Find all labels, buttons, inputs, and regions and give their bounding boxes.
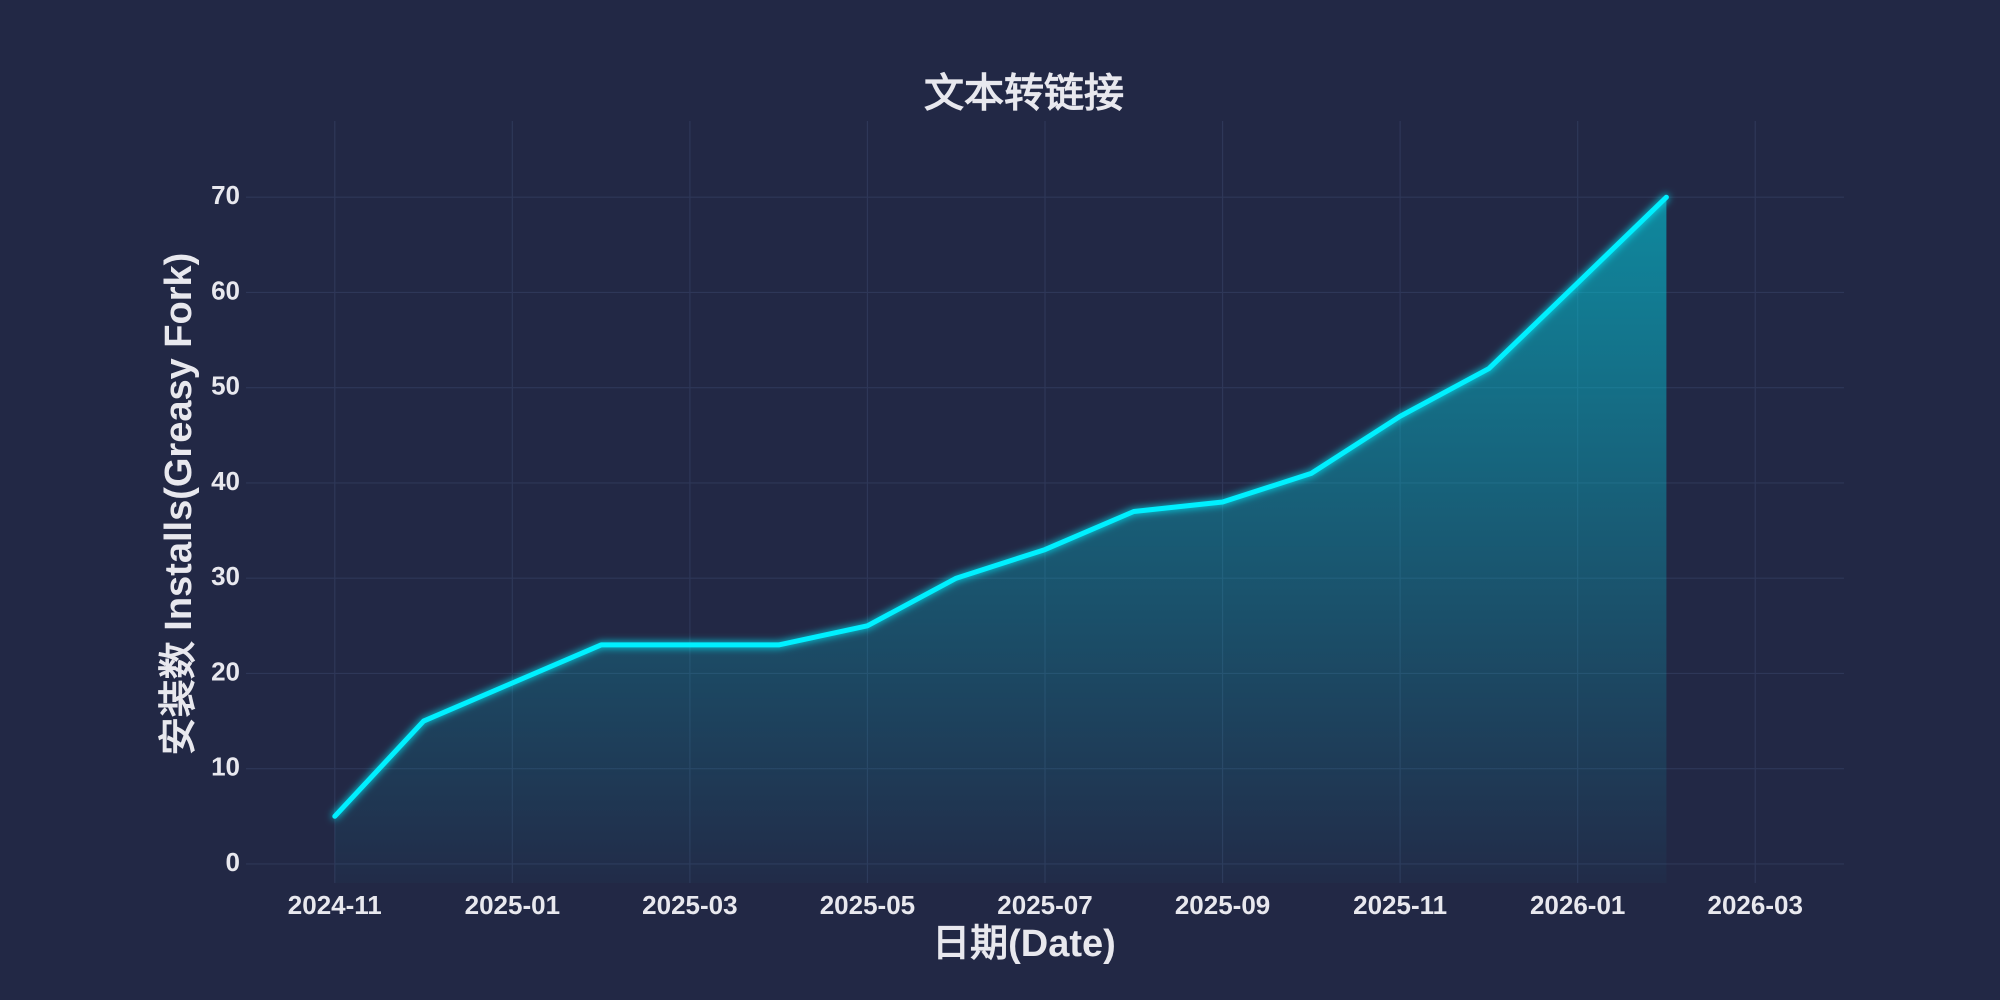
y-tick-label: 0 — [226, 847, 240, 877]
x-tick-label: 2025-09 — [1175, 890, 1270, 920]
x-tick-label: 2024-11 — [288, 890, 382, 920]
x-tick-label: 2025-11 — [1353, 890, 1447, 920]
x-tick-label: 2025-07 — [997, 890, 1092, 920]
plot-area — [332, 194, 1669, 883]
area-fill — [334, 197, 1667, 883]
x-tick-label: 2026-03 — [1708, 890, 1803, 920]
y-tick-label: 30 — [211, 561, 240, 591]
y-tick-label: 50 — [211, 371, 240, 401]
x-tick-label: 2025-01 — [465, 890, 560, 920]
chart-title: 文本转链接 — [924, 72, 1124, 116]
y-tick-label: 10 — [211, 752, 240, 782]
x-tick-label: 2025-05 — [820, 890, 915, 920]
y-tick-label: 40 — [211, 466, 240, 496]
x-tick-label: 2025-03 — [642, 890, 737, 920]
x-tick-label: 2026-01 — [1530, 890, 1625, 920]
y-axis-label: 安装数 Installs(Greasy Fork) — [158, 253, 200, 756]
x-axis-label: 日期(Date) — [932, 923, 1116, 965]
y-tick-label: 70 — [211, 180, 240, 210]
y-tick-label: 20 — [211, 656, 240, 686]
data-line — [332, 194, 1669, 819]
y-tick-label: 60 — [211, 275, 240, 305]
